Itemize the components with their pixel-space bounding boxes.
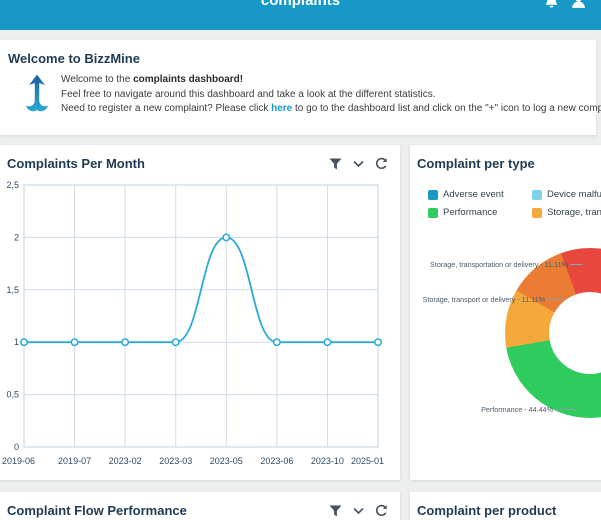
donut-callout-performance: Performance - 44.44% [481,405,553,414]
here-link[interactable]: here [271,103,293,114]
chart-legend: Adverse event Device malfunctioning Perfor… [410,175,601,218]
filter-icon[interactable] [329,158,342,170]
callout-leader-line [556,409,577,410]
svg-text:1: 1 [14,337,19,347]
top-navigation-bar: complaints [0,0,601,30]
complaints-per-month-panel: Complaints Per Month 0 0,5 1 1,5 2 2,5 2019-06… [0,145,400,480]
legend-label: Performance [443,207,498,218]
legend-swatch [532,189,542,200]
topbar-icon-group [543,0,587,15]
svg-text:0,5: 0,5 [6,390,19,400]
legend-item[interactable]: Adverse event [428,189,524,200]
filter-icon[interactable] [329,505,342,517]
donut-callout-storage-transportation: Storage, transportation or delivery - 11… [430,260,568,269]
welcome-heading: Welcome to BizzMine [8,51,140,66]
svg-text:2023-06: 2023-06 [260,456,293,466]
panel-title-complaint-per-type: Complaint per type [417,156,535,171]
welcome-line-2: Feel free to navigate around this dashbo… [61,88,436,100]
svg-text:2023-05: 2023-05 [210,456,243,466]
legend-item[interactable]: Device malfunctioning [532,189,601,200]
panel-actions [329,157,388,170]
legend-label: Device malfunctioning [547,189,601,200]
complaint-per-type-panel: Complaint per type Adverse event Device m… [410,145,601,480]
svg-text:2023-02: 2023-02 [109,456,142,466]
svg-text:2023-10: 2023-10 [311,456,344,466]
svg-text:2019-06: 2019-06 [2,456,35,466]
welcome-line-1: Welcome to the complaints dashboard! [61,74,244,85]
legend-swatch [428,189,438,200]
refresh-icon[interactable] [375,504,388,517]
panel-title-complaint-flow-performance: Complaint Flow Performance [7,503,187,518]
user-avatar-icon[interactable] [570,0,587,15]
svg-text:2025-01: 2025-01 [351,456,384,466]
svg-text:0: 0 [14,442,19,452]
svg-text:2,5: 2,5 [6,181,19,190]
svg-text:2: 2 [14,232,19,242]
welcome-line-3: Need to register a new complaint? Please… [61,103,601,114]
chevron-down-icon[interactable] [353,160,364,168]
complaint-per-product-panel: Complaint per product [410,492,601,520]
complaints-line-chart[interactable]: 0 0,5 1 1,5 2 2,5 2019-06 2019-07 2023-02 2023-03… [2,181,384,473]
legend-label: Adverse event [443,189,504,200]
svg-text:2023-03: 2023-03 [159,456,192,466]
legend-item[interactable]: Storage, transport or delivery [532,207,601,218]
panel-actions [329,504,388,517]
chevron-down-icon[interactable] [353,507,364,515]
refresh-icon[interactable] [375,157,388,170]
bizzmine-logo-icon [22,73,52,120]
legend-item[interactable]: Performance [428,207,524,218]
svg-text:2019-07: 2019-07 [58,456,91,466]
donut-callout-storage-transport: Storage, transport or delivery - 11.11% [422,295,545,304]
svg-text:1,5: 1,5 [6,285,19,295]
legend-label: Storage, transport or delivery [547,207,601,218]
callout-leader-line [570,264,583,265]
welcome-panel: Welcome to BizzMine Welcome to the compl… [0,40,601,135]
panel-title-complaint-per-product: Complaint per product [417,503,557,518]
panel-title-complaints-per-month: Complaints Per Month [7,156,145,171]
legend-swatch [428,207,438,218]
topbar-page-title: complaints [260,0,341,9]
legend-swatch [532,207,542,218]
complaint-flow-performance-panel: Complaint Flow Performance [0,492,400,520]
callout-leader-line [547,299,565,300]
notification-bell-icon[interactable] [543,0,560,15]
